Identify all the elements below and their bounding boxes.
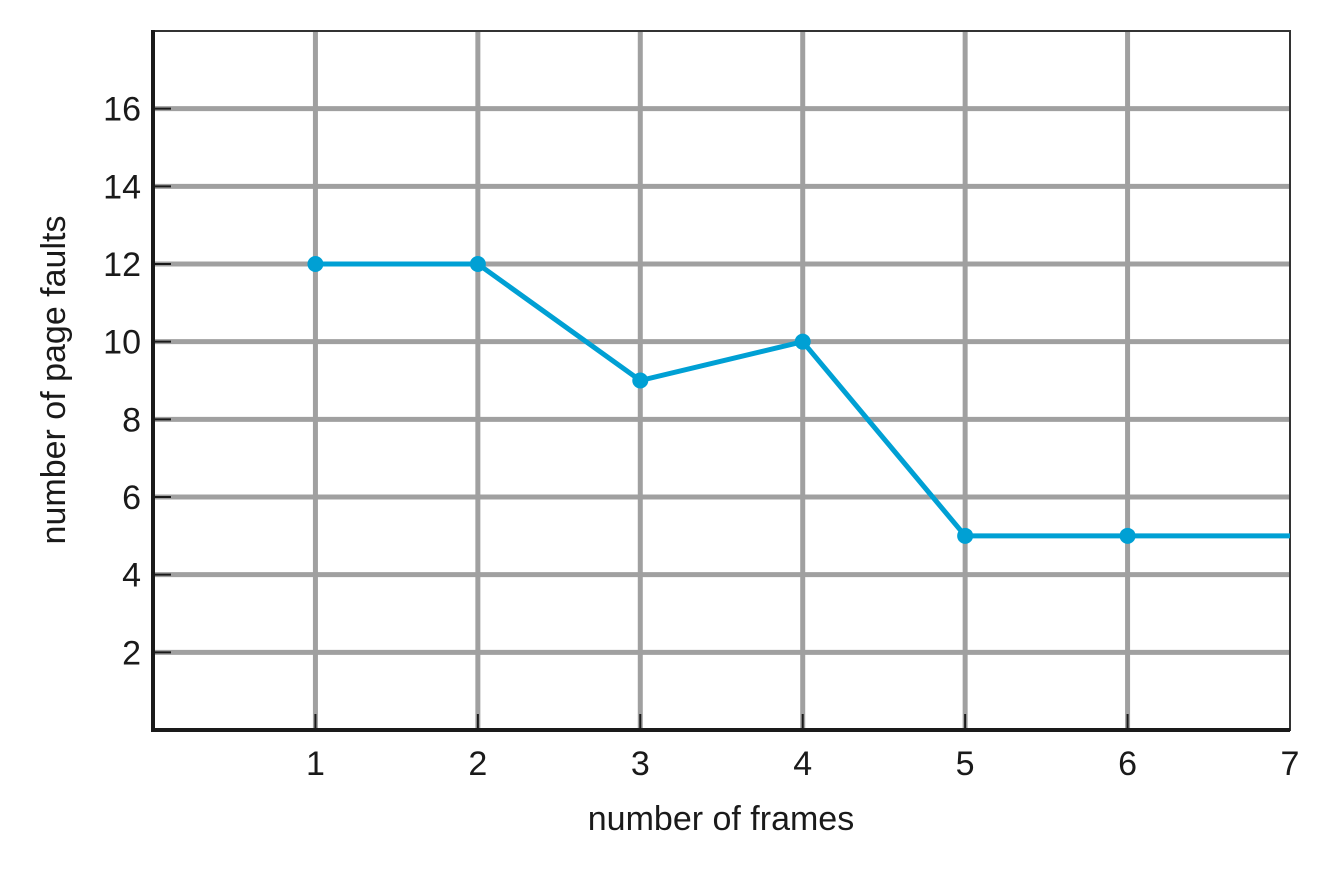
x-tick-label: 4: [793, 745, 812, 783]
x-axis-label: number of frames: [588, 800, 854, 838]
x-tick-label: 6: [1118, 745, 1137, 783]
y-tick-label: 14: [103, 168, 141, 206]
y-axis-label: number of page faults: [35, 216, 73, 545]
y-tick-label: 8: [122, 401, 141, 439]
data-point: [469, 256, 486, 272]
x-tick-label: 2: [468, 745, 487, 783]
data-point: [957, 527, 974, 544]
data-point: [1119, 527, 1136, 544]
y-tick-label: 10: [103, 324, 141, 362]
axes: [151, 30, 1291, 732]
y-tick-label: 2: [122, 634, 141, 672]
data-point: [632, 372, 649, 389]
y-tick-label: 16: [103, 91, 141, 129]
x-tick-label: 7: [1281, 745, 1300, 783]
data-point: [307, 256, 324, 272]
x-tick-label: 5: [956, 745, 975, 783]
x-tick-label: 3: [631, 745, 650, 783]
y-tick-label: 6: [122, 479, 141, 517]
grid: [153, 31, 1290, 730]
series: [307, 256, 1290, 544]
plot-frame: [152, 30, 1291, 731]
data-point: [794, 333, 811, 350]
y-tick-label: 12: [103, 246, 141, 284]
x-tick-label: 1: [306, 745, 325, 783]
y-tick-label: 4: [122, 557, 141, 595]
